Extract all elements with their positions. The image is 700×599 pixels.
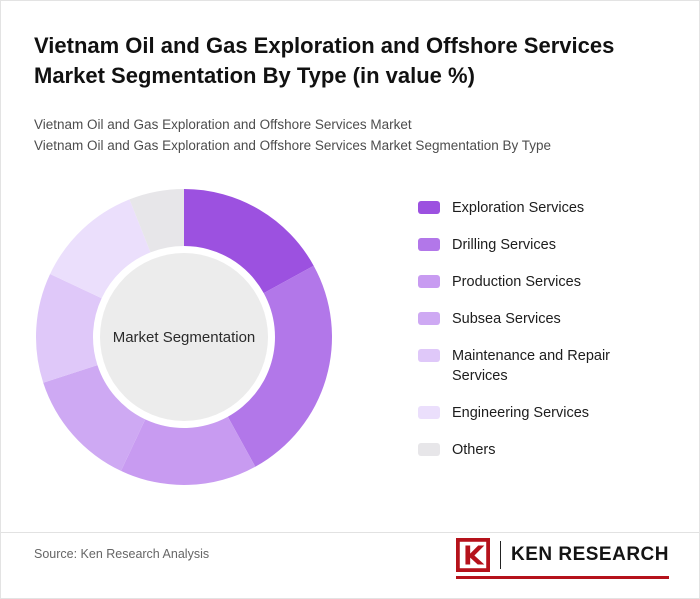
donut-segment[interactable] — [227, 265, 332, 467]
legend-item[interactable]: Production Services — [418, 272, 658, 292]
footer-divider — [1, 532, 699, 533]
donut-segment[interactable] — [43, 365, 146, 471]
legend-label: Maintenance and Repair Services — [452, 348, 610, 384]
legend-label: Drilling Services — [452, 237, 556, 253]
legend-label: Engineering Services — [452, 405, 590, 421]
legend-item[interactable]: Maintenance and Repair Services — [418, 346, 658, 386]
ken-research-k-icon — [455, 538, 490, 572]
donut-center-circle — [100, 253, 268, 421]
page-title: Vietnam Oil and Gas Exploration and Offs… — [34, 33, 615, 88]
subtitle-segmentation: Vietnam Oil and Gas Exploration and Offs… — [34, 138, 552, 153]
legend-label: Subsea Services — [452, 311, 561, 327]
legend-swatch — [418, 443, 440, 456]
ken-research-logo: KEN RESEARCH — [455, 538, 669, 579]
legend-label: Others — [452, 442, 496, 458]
donut-segment[interactable] — [120, 416, 256, 485]
legend-swatch — [418, 312, 440, 325]
legend-swatch — [418, 406, 440, 419]
source-text: Source: Ken Research Analysis — [34, 547, 210, 561]
legend-swatch — [418, 201, 440, 214]
subtitle-market: Vietnam Oil and Gas Exploration and Offs… — [34, 117, 412, 132]
legend-swatch — [418, 349, 440, 362]
logo-underline — [455, 576, 669, 579]
legend-item[interactable]: Exploration Services — [418, 198, 658, 218]
legend-label: Production Services — [452, 274, 581, 290]
donut-segment[interactable] — [50, 199, 151, 299]
donut-segment[interactable] — [35, 273, 102, 383]
legend-item[interactable]: Drilling Services — [418, 235, 658, 255]
donut-segment[interactable] — [129, 189, 184, 253]
legend-item[interactable]: Subsea Services — [418, 309, 658, 329]
donut-chart — [35, 189, 332, 485]
donut-chart-area: Market Segmentation — [34, 187, 334, 487]
logo-row: KEN RESEARCH — [455, 538, 669, 572]
legend-item[interactable]: Engineering Services — [418, 403, 658, 423]
legend: Exploration Services Drilling Services Pro… — [418, 198, 658, 477]
donut-segment[interactable] — [184, 189, 314, 294]
logo-separator — [499, 541, 501, 569]
legend-item[interactable]: Others — [418, 440, 658, 460]
logo-text: KEN RESEARCH — [510, 544, 669, 565]
legend-swatch — [418, 238, 440, 251]
legend-swatch — [418, 275, 440, 288]
legend-label: Exploration Services — [452, 200, 585, 216]
